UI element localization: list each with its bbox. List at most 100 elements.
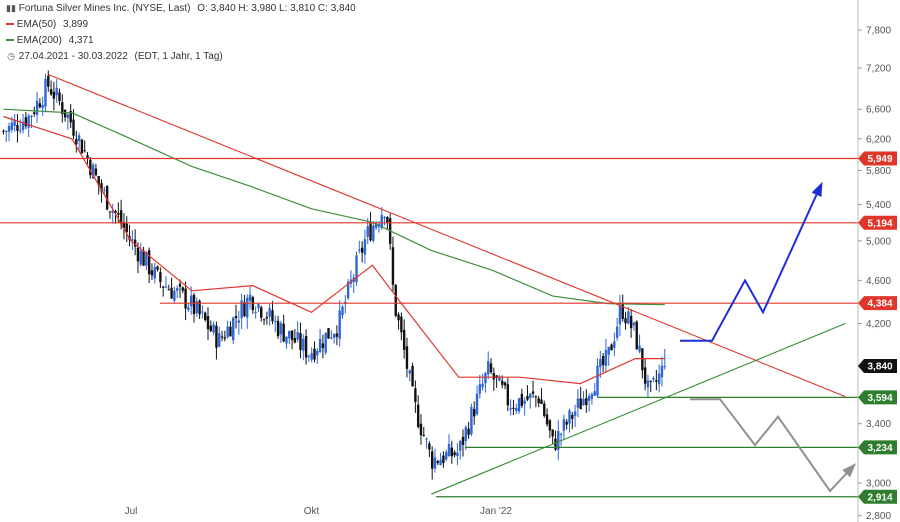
candle-body — [125, 223, 128, 233]
candle-body — [288, 331, 291, 339]
candle-body — [290, 330, 294, 340]
price-tag: 4,384 — [858, 296, 897, 311]
candle-body — [492, 373, 496, 380]
candle-body — [442, 455, 445, 464]
candle-body — [520, 393, 524, 406]
x-tick-label: Okt — [304, 506, 320, 517]
candle-body — [529, 393, 532, 399]
candle-body — [69, 111, 72, 123]
candle-body — [416, 404, 420, 427]
candle-body — [523, 400, 526, 404]
projection-arrowhead — [811, 181, 823, 197]
candle-body — [425, 438, 428, 440]
candle-body — [237, 320, 241, 323]
candle-body — [302, 338, 305, 351]
price-tag-label: 3,594 — [867, 393, 892, 404]
candle-body — [49, 89, 53, 95]
candle-body — [218, 333, 221, 347]
candle-body — [559, 433, 563, 436]
candle-body — [408, 370, 411, 374]
candle-body — [444, 452, 448, 460]
price-tag: 2,914 — [858, 489, 897, 504]
candle-body — [467, 428, 470, 435]
candle-body — [557, 431, 560, 450]
candle-body — [201, 311, 204, 313]
candle-body — [568, 410, 571, 424]
candle-body — [5, 130, 8, 132]
candle-body — [248, 294, 252, 302]
candle-body — [91, 164, 95, 179]
ema50-legend: EMA(50) 3,899 — [6, 19, 88, 30]
candle-body — [262, 319, 266, 321]
candle-body — [296, 332, 299, 340]
price-tag-label: 5,194 — [867, 218, 892, 229]
candle-body — [100, 183, 103, 192]
price-tag-label: 2,914 — [867, 492, 892, 503]
candle-body — [55, 87, 58, 96]
candle-body — [142, 250, 145, 266]
candle-body — [372, 225, 375, 241]
candle-body — [565, 421, 568, 425]
candle-body — [649, 380, 652, 382]
candle-body — [369, 223, 372, 241]
candle-body — [663, 365, 666, 367]
price-tag-label: 3,234 — [867, 443, 892, 454]
candle-body — [212, 324, 215, 333]
chart-header: ▮▮ Fortuna Silver Mines Inc. (NYSE, Last… — [6, 3, 356, 14]
candle-body — [21, 121, 25, 131]
candle-body — [358, 249, 361, 251]
y-tick-label: 4,600 — [866, 276, 891, 287]
candle-body — [164, 286, 168, 288]
candle-body — [386, 217, 389, 223]
candle-body — [596, 365, 599, 396]
candle-body — [122, 222, 126, 229]
candle-body — [436, 461, 439, 464]
candle-body — [341, 306, 344, 316]
candle-body — [265, 317, 269, 319]
candle-body — [161, 286, 165, 288]
y-tick-label: 6,200 — [866, 134, 891, 145]
candle-body — [133, 239, 137, 247]
candle-body — [641, 348, 644, 371]
candle-body — [470, 407, 473, 435]
candle-body — [615, 326, 619, 338]
candle-body — [13, 120, 16, 126]
candle-body — [397, 314, 400, 321]
price-tag: 5,949 — [858, 151, 897, 166]
candle-body — [170, 287, 173, 299]
candle-body — [498, 376, 501, 381]
candle-body — [629, 315, 633, 329]
clock-icon: ◷ — [7, 51, 15, 61]
candle-body — [610, 344, 613, 351]
price-tag-shape — [858, 296, 897, 311]
candle-body — [150, 270, 154, 276]
price-tag: 5,194 — [858, 215, 897, 230]
projection-arrowhead — [842, 463, 857, 478]
candle-body — [587, 396, 591, 401]
candle-body — [282, 323, 285, 342]
trendlines — [48, 74, 846, 495]
candle-body — [260, 307, 263, 318]
candle-body — [223, 337, 227, 339]
candle-body — [24, 117, 28, 127]
candle-body — [638, 345, 641, 352]
candle-body — [304, 336, 308, 358]
candle-body — [254, 312, 257, 314]
candle-body — [576, 398, 580, 408]
candle-body — [419, 423, 423, 436]
price-tag-shape — [858, 489, 897, 504]
candle-body — [293, 337, 297, 343]
candle-body — [279, 323, 283, 335]
ema200-label: EMA(200) — [16, 35, 62, 46]
candle-body — [114, 211, 117, 213]
candle-body — [517, 398, 521, 412]
candle-body — [383, 217, 386, 219]
candle-body — [156, 266, 159, 270]
candle-body — [366, 226, 369, 237]
candle-body — [187, 307, 190, 310]
candle-body — [299, 333, 302, 350]
candle-body — [232, 317, 235, 341]
candle-body — [430, 451, 434, 469]
candle-body — [321, 343, 325, 348]
candle-body — [178, 283, 182, 287]
